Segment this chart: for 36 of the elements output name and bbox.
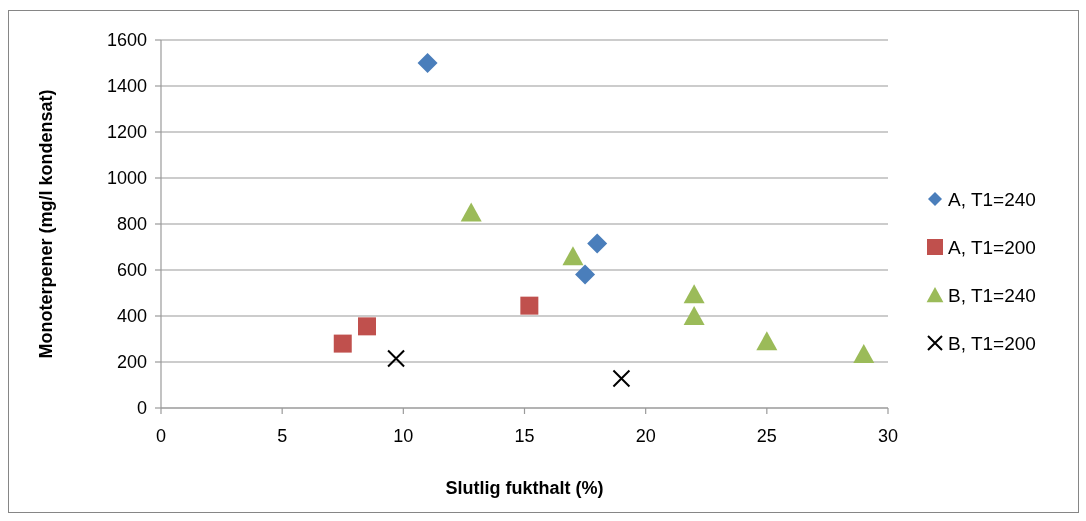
y-tick-label: 0 <box>136 398 147 419</box>
x-tick-label: 15 <box>514 426 535 446</box>
y-tick-label: 1000 <box>106 168 147 189</box>
x-axis-title: Slutlig fukthalt (%) <box>445 478 604 498</box>
point <box>683 306 705 325</box>
point <box>333 334 352 353</box>
y-tick-label: 200 <box>116 352 147 373</box>
point <box>575 264 596 285</box>
y-tick-label: 400 <box>116 306 147 327</box>
point <box>853 343 875 363</box>
y-tick-label: 600 <box>116 260 147 281</box>
point <box>357 317 376 336</box>
y-tick-label: 1400 <box>106 76 147 97</box>
legend-label: B, T1=240 <box>948 284 1036 306</box>
point <box>460 202 482 222</box>
y-tick-label: 800 <box>116 214 147 235</box>
x-tick-label: 10 <box>393 426 414 446</box>
point <box>587 233 608 254</box>
legend-label: A, T1=240 <box>948 188 1036 210</box>
point <box>612 369 631 388</box>
point <box>683 284 705 304</box>
point <box>417 53 438 73</box>
x-tick-label: 5 <box>277 426 288 446</box>
legend-label: A, T1=200 <box>948 236 1036 258</box>
x-tick-label: 30 <box>877 426 899 446</box>
point <box>756 331 778 351</box>
point <box>520 296 539 315</box>
point <box>562 246 584 266</box>
legend-label: B, T1=200 <box>948 332 1036 354</box>
x-tick-label: 25 <box>756 426 777 446</box>
y-tick-label: 1200 <box>106 122 147 143</box>
point <box>387 349 406 368</box>
y-tick-label: 1600 <box>106 30 147 51</box>
x-tick-label: 0 <box>155 426 167 446</box>
y-axis-title: Monoterpener (mg/l kondensat) <box>36 89 56 359</box>
x-tick-label: 20 <box>635 426 656 446</box>
